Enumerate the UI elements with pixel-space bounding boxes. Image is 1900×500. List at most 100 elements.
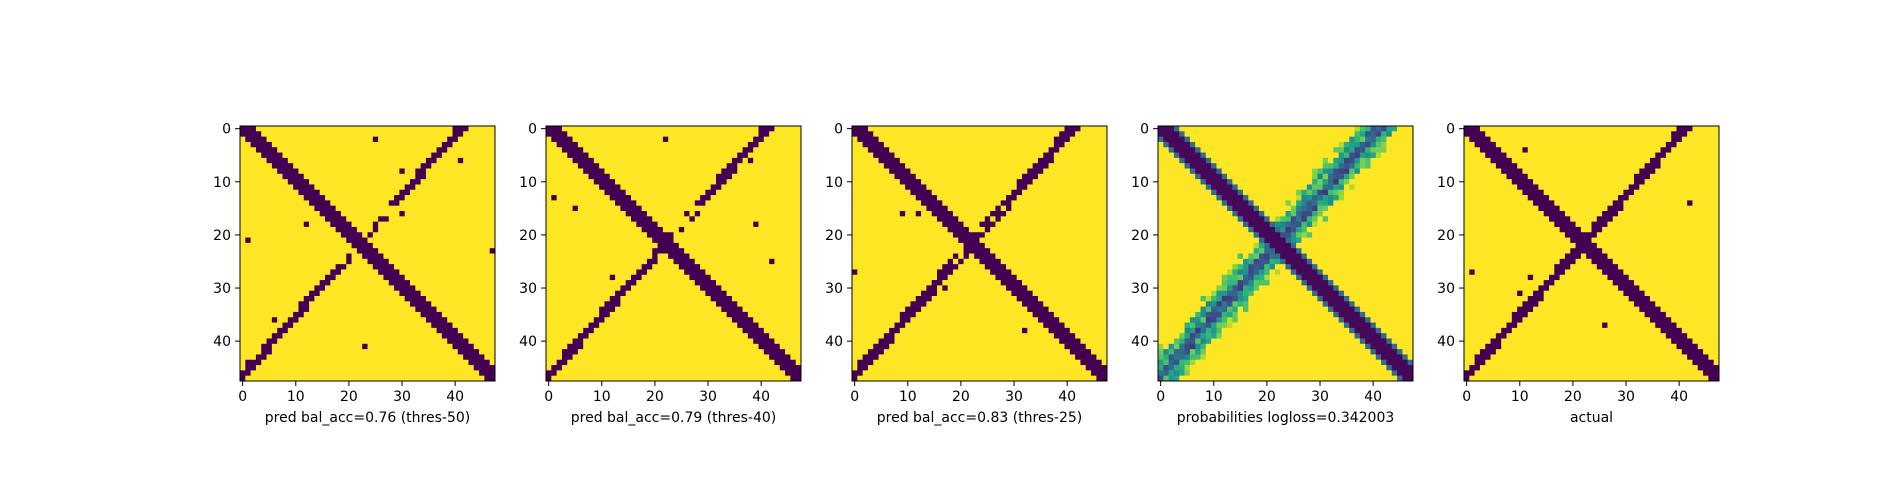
heatmap-cell [255, 232, 262, 238]
heatmap-cell [266, 301, 273, 308]
heatmap-cell [551, 354, 558, 361]
heatmap-cell [410, 280, 416, 286]
heatmap-cell [567, 126, 573, 132]
heatmap-cell [362, 126, 368, 132]
heatmap-cell [758, 306, 765, 313]
heatmap-cell [372, 173, 379, 180]
heatmap-cell [277, 248, 283, 254]
heatmap-cell [479, 168, 485, 175]
heatmap-cell [678, 184, 685, 191]
heatmap-cell [769, 152, 775, 159]
heatmap-cell [742, 359, 749, 366]
heatmap-cell [479, 226, 485, 233]
heatmap-cell [277, 280, 283, 286]
heatmap-cell [910, 157, 917, 164]
heatmap-cell [1096, 141, 1103, 148]
heatmap-cell [599, 232, 605, 238]
heatmap-cell [314, 343, 321, 350]
heatmap-cell [1085, 131, 1092, 138]
heatmap-cell [657, 349, 664, 355]
heatmap-cell [785, 306, 791, 313]
heatmap-cell [457, 237, 464, 244]
heatmap-cell [731, 248, 738, 254]
heatmap-cell [425, 290, 432, 297]
heatmap-cell [958, 141, 964, 148]
heatmap-cell [753, 173, 759, 180]
heatmap-cell [314, 296, 321, 302]
heatmap-cell [769, 147, 775, 153]
heatmap-cell [684, 131, 690, 138]
heatmap-cell [609, 152, 616, 159]
heatmap-cell [652, 226, 658, 233]
heatmap-cell [489, 354, 496, 361]
heatmap-cell [769, 179, 775, 185]
heatmap-cell [915, 157, 922, 164]
heatmap-cell [282, 306, 289, 313]
heatmap-cell [779, 306, 786, 313]
heatmap-cell [662, 253, 669, 260]
heatmap-cell [410, 301, 416, 308]
heatmap-cell [293, 264, 299, 270]
heatmap-cell [721, 195, 728, 201]
heatmap-cell [309, 333, 315, 339]
heatmap-cell [346, 211, 352, 217]
heatmap-cell [367, 333, 374, 339]
heatmap-cell [710, 168, 717, 175]
heatmap-cell [726, 221, 733, 228]
heatmap-cell [1011, 152, 1018, 159]
heatmap-cell [473, 237, 480, 244]
heatmap-cell [1064, 147, 1071, 153]
heatmap-cell [298, 216, 305, 223]
heatmap-cell [367, 126, 374, 132]
heatmap-cell [1080, 136, 1087, 143]
heatmap-cell [277, 221, 283, 228]
heatmap-cell [737, 311, 743, 318]
heatmap-cell [287, 301, 294, 308]
heatmap-cell [468, 258, 475, 265]
heatmap-cell [479, 333, 485, 339]
heatmap-cell [340, 221, 347, 228]
heatmap-cell [710, 126, 717, 132]
heatmap-cell [356, 343, 363, 350]
heatmap-cell [747, 359, 754, 366]
heatmap-cell [763, 333, 770, 339]
heatmap-cell [335, 349, 342, 355]
heatmap-cell [346, 200, 352, 207]
heatmap-cell [769, 131, 775, 138]
heatmap-cell [287, 189, 294, 196]
heatmap-cell [420, 152, 427, 159]
heatmap-cell [599, 322, 605, 329]
heatmap-cell [599, 280, 605, 286]
heatmap-cell [716, 338, 722, 345]
heatmap-cell [452, 179, 459, 185]
heatmap-cell [1069, 126, 1076, 132]
heatmap-cell [441, 365, 448, 371]
heatmap-cell [726, 184, 733, 191]
heatmap-cell [1016, 147, 1023, 153]
heatmap-cell [577, 211, 584, 217]
heatmap-cell [362, 168, 368, 175]
heatmap-cell [314, 269, 321, 276]
heatmap-cell [963, 147, 970, 153]
heatmap-cell [319, 211, 326, 217]
heatmap-cell [604, 327, 611, 334]
heatmap-cell [694, 359, 701, 366]
heatmap-cell [668, 173, 674, 180]
heatmap-cell [463, 253, 469, 260]
heatmap-cell [867, 126, 874, 132]
heatmap-cell [293, 311, 299, 318]
heatmap-cell [277, 375, 283, 382]
heatmap-cell [572, 189, 579, 196]
heatmap-cell [463, 248, 469, 254]
heatmap-cell [346, 168, 352, 175]
heatmap-cell [631, 168, 637, 175]
heatmap-cell [1022, 147, 1028, 153]
heatmap-cell [1032, 147, 1039, 153]
heatmap-cell [636, 226, 643, 233]
heatmap-cell [795, 226, 802, 233]
heatmap-cell [567, 131, 573, 138]
heatmap-cell [489, 296, 496, 302]
heatmap-cell [609, 141, 616, 148]
heatmap-cell [620, 274, 627, 281]
heatmap-cell [404, 343, 411, 350]
